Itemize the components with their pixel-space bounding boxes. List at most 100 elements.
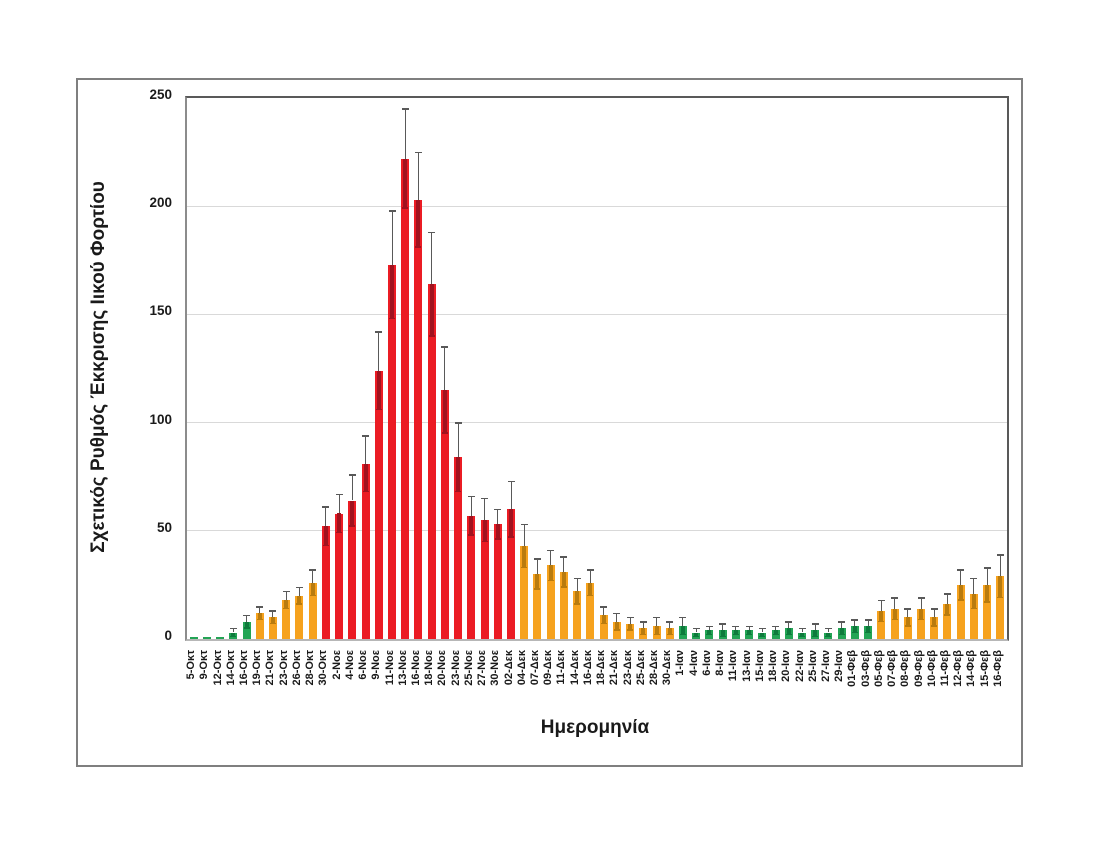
error-bar-inner bbox=[337, 513, 342, 533]
error-bar-whisker bbox=[523, 524, 525, 546]
error-bar-inner bbox=[442, 390, 447, 434]
error-bar-whisker bbox=[589, 569, 591, 583]
error-bar-whisker bbox=[444, 346, 446, 391]
error-bar-inner bbox=[892, 608, 897, 620]
error-bar-inner bbox=[575, 591, 580, 605]
error-bar-inner bbox=[403, 158, 408, 209]
error-bar-cap-bottom bbox=[521, 566, 528, 569]
error-bar-cap-top bbox=[877, 599, 885, 602]
x-tick-label-text: 30-Δεκ bbox=[661, 650, 674, 686]
error-bar-cap-bottom bbox=[256, 618, 263, 621]
bar bbox=[943, 604, 952, 639]
x-tick-label-text: 09-Φεβ bbox=[912, 650, 925, 687]
x-tick-label-text: 30-Οκτ bbox=[317, 650, 330, 686]
error-bar-inner bbox=[826, 632, 831, 637]
gridline bbox=[187, 422, 1007, 424]
error-bar-inner bbox=[416, 199, 421, 248]
error-bar-cap-bottom bbox=[653, 633, 660, 636]
error-bar-inner bbox=[932, 617, 937, 626]
error-bar-cap-bottom bbox=[309, 594, 316, 597]
error-bar-cap-bottom bbox=[931, 625, 938, 627]
error-bar-cap-bottom bbox=[825, 635, 832, 638]
error-bar-whisker bbox=[536, 558, 538, 575]
error-bar-whisker bbox=[629, 617, 631, 624]
error-bar-inner bbox=[535, 574, 540, 590]
x-tick-label-text: 20-Ιαν bbox=[780, 650, 793, 682]
bar bbox=[467, 515, 476, 639]
error-bar-cap-top bbox=[335, 493, 343, 495]
bar bbox=[202, 636, 211, 639]
error-bar-whisker bbox=[682, 617, 684, 626]
error-bar-cap-top bbox=[772, 625, 780, 628]
x-tick-label-text: 30-Νοε bbox=[489, 650, 502, 686]
x-tick-label-text: 23-Νοε bbox=[449, 650, 462, 686]
error-bar-cap-bottom bbox=[560, 586, 567, 588]
x-tick-label-text: 11-Φεβ bbox=[938, 650, 951, 687]
error-bar-cap-bottom bbox=[640, 633, 647, 636]
error-bar-cap-top bbox=[864, 619, 872, 621]
error-bar-inner bbox=[469, 515, 474, 536]
error-bar-whisker bbox=[920, 597, 922, 609]
error-bar-cap-top bbox=[560, 556, 568, 558]
x-tick-label-text: 10-Φεβ bbox=[925, 650, 938, 687]
x-tick-label-text: 9-Νοε bbox=[370, 650, 383, 680]
error-bar-cap-top bbox=[507, 480, 515, 483]
x-tick-label-text: 16-Νοε bbox=[409, 650, 422, 686]
error-bar-inner bbox=[905, 617, 910, 626]
bar bbox=[599, 615, 608, 639]
error-bar-inner bbox=[363, 463, 368, 492]
x-tick-label-text: 27-Νοε bbox=[476, 650, 489, 686]
x-tick-label-text: 4-Ιαν bbox=[687, 650, 700, 676]
error-bar-whisker bbox=[894, 597, 896, 609]
bar bbox=[255, 613, 264, 639]
error-bar-whisker bbox=[880, 600, 882, 611]
error-bar-inner bbox=[971, 593, 976, 609]
bar bbox=[983, 584, 992, 639]
error-bar-cap-top bbox=[322, 506, 330, 508]
error-bar-cap-bottom bbox=[706, 633, 713, 636]
error-bar-whisker bbox=[312, 569, 314, 583]
x-tick-label-text: 5-Οκτ bbox=[185, 650, 198, 680]
error-bar-whisker bbox=[960, 569, 962, 585]
y-tick-label: 200 bbox=[149, 195, 172, 211]
x-axis-title-text: Ημερομηνία bbox=[540, 717, 650, 738]
x-tick-label-text: 14-Οκτ bbox=[224, 650, 237, 686]
error-bar-cap-top bbox=[666, 621, 674, 623]
x-tick-label-text: 29-Ιαν bbox=[833, 650, 846, 682]
error-bar-cap-top bbox=[269, 610, 277, 612]
error-bar-inner bbox=[773, 630, 778, 635]
error-bar-whisker bbox=[391, 210, 393, 265]
error-bar-cap-bottom bbox=[693, 635, 700, 638]
error-bar-cap-top bbox=[679, 616, 687, 619]
error-bar-whisker bbox=[669, 621, 671, 629]
error-bar-cap-top bbox=[811, 623, 819, 625]
error-bar-cap-bottom bbox=[851, 631, 858, 633]
error-bar-whisker bbox=[788, 621, 790, 629]
x-tick-label-text: 13-Νοε bbox=[396, 650, 409, 686]
error-bar-inner bbox=[429, 284, 434, 337]
error-bar-inner bbox=[958, 584, 963, 601]
error-bar-whisker bbox=[867, 619, 869, 626]
error-bar-cap-top bbox=[785, 621, 793, 623]
error-bar-inner bbox=[786, 628, 791, 635]
x-tick-label-text: 09-Δεκ bbox=[542, 650, 555, 686]
error-bar-cap-top bbox=[930, 608, 938, 610]
bar bbox=[308, 582, 317, 639]
error-bar-cap-bottom bbox=[984, 601, 991, 603]
error-bar-cap-bottom bbox=[428, 335, 435, 337]
bar bbox=[401, 158, 410, 639]
error-bar-inner bbox=[628, 623, 633, 631]
error-bar-cap-top bbox=[309, 569, 317, 571]
error-bar-cap-top bbox=[653, 616, 661, 619]
x-tick-label-text: 12-Οκτ bbox=[211, 650, 224, 686]
error-bar-cap-bottom bbox=[785, 633, 792, 636]
error-bar-cap-bottom bbox=[508, 536, 515, 538]
error-bar-cap-top bbox=[467, 495, 475, 498]
x-tick-label-text: 05-Φεβ bbox=[872, 650, 885, 687]
error-bar-whisker bbox=[246, 615, 248, 622]
error-bar-whisker bbox=[761, 628, 763, 633]
error-bar-cap-bottom bbox=[375, 408, 382, 411]
error-bar-whisker bbox=[378, 331, 380, 371]
x-tick-label-text: 03-Φεβ bbox=[859, 650, 872, 687]
error-bar-inner bbox=[561, 571, 566, 588]
